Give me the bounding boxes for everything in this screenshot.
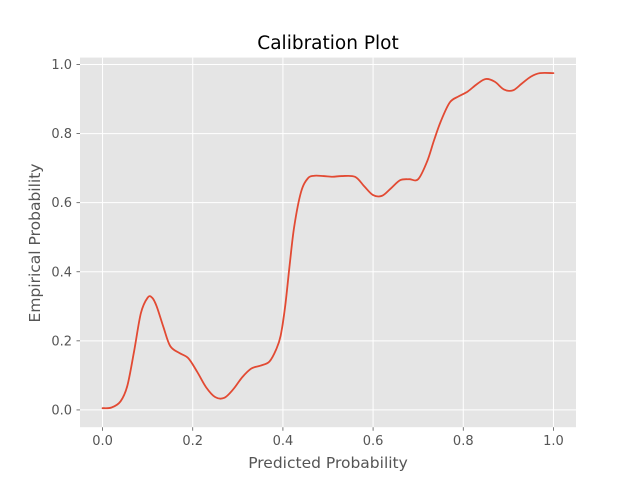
x-axis-label: Predicted Probability — [248, 454, 408, 472]
y-axis-label: Empirical Probability — [26, 164, 44, 323]
grid-lines — [80, 57, 576, 428]
x-tick-label: 0.4 — [273, 434, 294, 449]
y-tick-label: 0.4 — [51, 265, 72, 280]
data-series — [101, 71, 555, 410]
plot-area-background — [80, 57, 576, 428]
x-tick-label: 0.2 — [182, 434, 203, 449]
y-tick-label: 0.2 — [51, 334, 72, 349]
y-tick-label: 0.6 — [51, 196, 72, 211]
x-tick-label: 0.8 — [453, 434, 474, 449]
x-tick-label: 0.6 — [363, 434, 384, 449]
y-tick-label: 1.0 — [51, 58, 72, 73]
y-tick-label: 0.8 — [51, 127, 72, 142]
calibration-line — [101, 71, 555, 410]
chart-title: Calibration Plot — [257, 33, 398, 54]
y-tick-label: 0.0 — [51, 403, 72, 418]
x-tick-label: 0.0 — [92, 434, 113, 449]
x-tick-label: 1.0 — [543, 434, 564, 449]
tick-labels: 0.0 0.2 0.4 0.6 0.8 1.0 0.0 0.2 0.4 0.6 0.8 1.0 — [51, 58, 563, 449]
